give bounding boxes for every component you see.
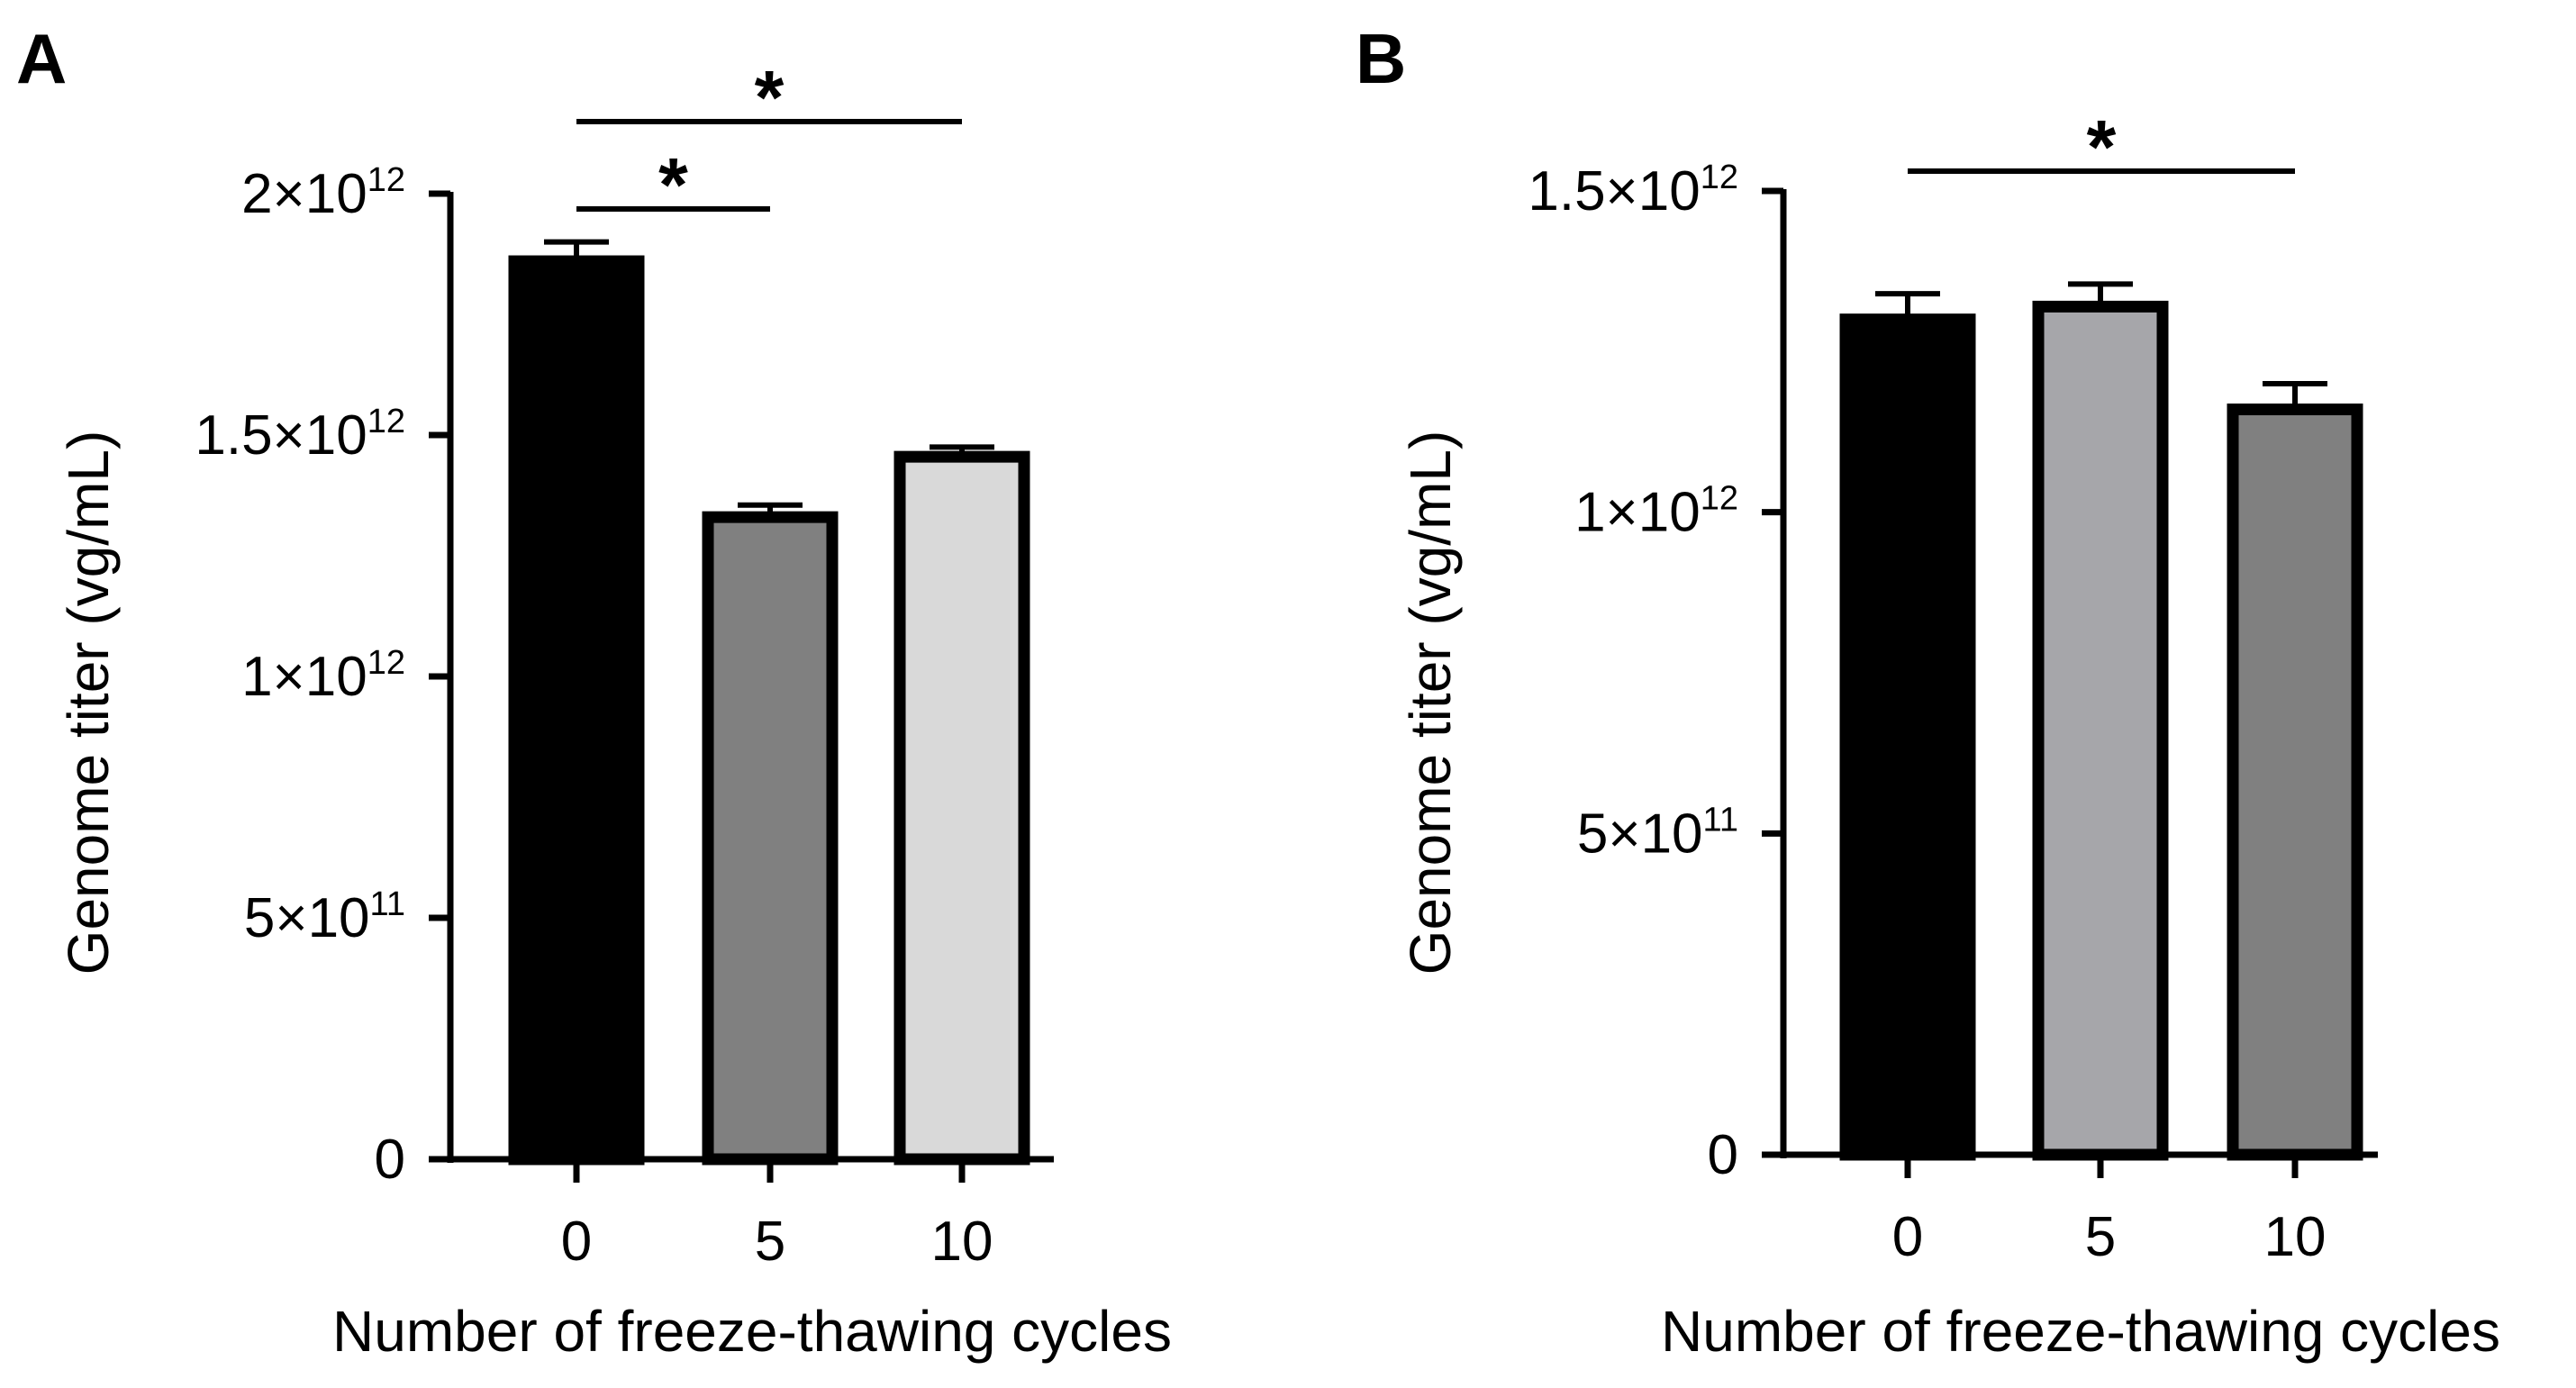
bar <box>508 255 645 1166</box>
y-tick-mantissa: 1.5×10 <box>1528 160 1700 222</box>
x-tick-label: 0 <box>561 1211 592 1273</box>
y-tick-label: 1.5×1012 <box>1528 159 1738 222</box>
y-tick-mantissa: 1×10 <box>1574 482 1701 544</box>
x-tick-label: 5 <box>755 1211 785 1273</box>
significance-star: * <box>2087 104 2117 189</box>
y-tick-mantissa: 5×10 <box>244 887 370 949</box>
x-axis-label: Number of freeze-thawing cycles <box>332 1299 1172 1364</box>
y-tick-label: 1.5×1012 <box>195 403 405 467</box>
x-tick-label: 0 <box>1892 1206 1923 1268</box>
y-tick-mantissa: 0 <box>375 1129 405 1191</box>
bar <box>1839 313 1976 1161</box>
panel-letter-a: A <box>16 19 67 98</box>
bar <box>893 450 1030 1166</box>
bar <box>702 511 839 1166</box>
y-tick-exponent: 12 <box>1701 159 1738 196</box>
y-axis-label: Genome titer (vg/mL) <box>56 431 121 975</box>
y-tick-mantissa: 1.5×10 <box>195 404 367 467</box>
bar <box>2227 404 2363 1161</box>
x-tick-label: 10 <box>931 1211 993 1273</box>
y-tick-mantissa: 2×10 <box>241 163 367 225</box>
y-tick-exponent: 12 <box>1701 480 1738 518</box>
x-axis-label: Number of freeze-thawing cycles <box>1661 1299 2500 1364</box>
y-tick-label: 1×1012 <box>1574 480 1738 544</box>
y-tick-mantissa: 1×10 <box>241 646 367 708</box>
significance-star: * <box>658 142 688 227</box>
y-tick-label: 0 <box>1708 1124 1738 1186</box>
x-tick-label: 10 <box>2264 1206 2327 1268</box>
y-tick-exponent: 12 <box>367 644 405 682</box>
y-tick-label: 0 <box>375 1129 405 1191</box>
panel-letter-b: B <box>1356 19 1406 98</box>
y-tick-label: 5×1011 <box>1577 801 1738 865</box>
y-tick-label: 5×1011 <box>244 885 405 949</box>
y-tick-exponent: 11 <box>370 885 405 923</box>
y-tick-exponent: 11 <box>1703 801 1738 839</box>
y-tick-mantissa: 0 <box>1708 1124 1738 1186</box>
bar <box>2032 300 2169 1161</box>
y-tick-label: 1×1012 <box>241 644 405 708</box>
y-tick-exponent: 12 <box>367 403 405 440</box>
y-tick-mantissa: 5×10 <box>1577 803 1703 865</box>
y-tick-exponent: 12 <box>367 161 405 199</box>
y-tick-label: 2×1012 <box>241 161 405 225</box>
significance-star: * <box>755 55 785 140</box>
x-tick-label: 5 <box>2085 1206 2116 1268</box>
y-axis-label: Genome titer (vg/mL) <box>1398 431 1463 975</box>
